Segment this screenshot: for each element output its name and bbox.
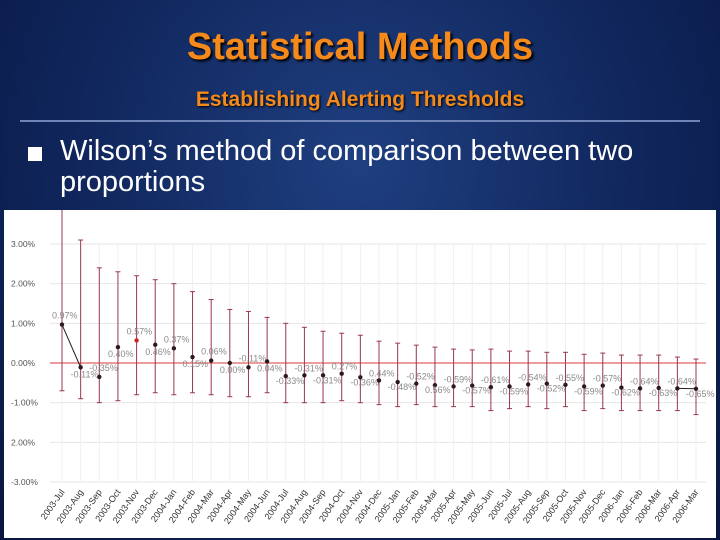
data-point xyxy=(78,365,83,370)
y-tick-label: 2.00% xyxy=(11,279,36,289)
data-label: -0.11% xyxy=(238,353,266,363)
data-label: -0.55% xyxy=(555,373,584,383)
chart-panel: 3.00% 2.00% 1.00% 0.00% -1.00% 2.00% -3.00% 0.9… xyxy=(4,210,716,538)
data-point xyxy=(656,385,661,391)
data-point xyxy=(376,378,382,383)
y-tick-label: 2.00% xyxy=(11,437,36,447)
data-label: -0.63% xyxy=(649,388,678,398)
data-point xyxy=(525,382,531,387)
data-point xyxy=(339,371,344,376)
data-point xyxy=(581,384,587,389)
error-bar-chart: 3.00% 2.00% 1.00% 0.00% -1.00% 2.00% -3.00% 0.9… xyxy=(11,210,715,526)
data-point xyxy=(246,365,251,370)
trend-segment xyxy=(61,324,82,368)
data-label: 0.97% xyxy=(52,311,78,321)
data-point xyxy=(488,384,494,390)
data-label: -0.31% xyxy=(294,363,323,373)
data-point xyxy=(600,383,605,388)
data-label: -0.52% xyxy=(537,384,566,394)
data-label: -0.48% xyxy=(388,382,417,392)
data-point xyxy=(675,386,680,391)
data-point xyxy=(171,346,177,351)
data-label: -0.59% xyxy=(500,386,529,396)
data-label: -0.35% xyxy=(89,363,118,373)
data-label: 0.46% xyxy=(145,347,171,357)
data-point xyxy=(563,382,568,388)
slide-title: Statistical Methods xyxy=(186,26,534,68)
data-point xyxy=(208,358,214,363)
data-label: -0.64% xyxy=(667,376,696,386)
data-point xyxy=(59,322,65,327)
data-label: -0.33% xyxy=(276,376,305,386)
data-point xyxy=(637,386,643,391)
data-point xyxy=(302,373,307,378)
data-label: -0.57% xyxy=(593,374,622,384)
data-label: -0.59% xyxy=(574,386,603,396)
data-point xyxy=(264,359,270,364)
data-label: -0.57% xyxy=(462,386,491,396)
data-point xyxy=(153,342,158,347)
data-label: -0.52% xyxy=(406,372,435,382)
data-point xyxy=(283,373,288,379)
y-tick-label: 0.00% xyxy=(11,358,36,368)
data-point xyxy=(544,381,550,386)
data-label: 0.57% xyxy=(127,326,153,336)
data-point xyxy=(470,383,475,388)
square-bullet-icon xyxy=(28,147,42,161)
y-tick-label: 1.00% xyxy=(11,318,36,328)
data-label: 0.04% xyxy=(257,363,283,373)
data-point xyxy=(395,379,400,385)
data-point xyxy=(227,360,233,366)
data-label: -0.11% xyxy=(71,369,99,379)
data-point xyxy=(320,373,326,378)
data-point xyxy=(414,381,419,386)
data-label: 0.06% xyxy=(201,347,227,357)
data-label: -0.61% xyxy=(481,375,510,385)
data-label: -0.64% xyxy=(630,376,659,386)
data-point xyxy=(693,386,699,391)
y-tick-label: -3.00% xyxy=(11,477,38,487)
data-label: 0.40% xyxy=(108,349,134,359)
data-label: 0.00% xyxy=(220,365,246,375)
data-label: 0.44% xyxy=(369,368,395,378)
data-point xyxy=(619,385,624,390)
data-point xyxy=(451,384,456,389)
y-tick-label: -1.00% xyxy=(11,398,38,408)
data-label: 0.37% xyxy=(164,334,190,344)
data-label: -0.54% xyxy=(518,372,547,382)
data-point xyxy=(358,375,363,380)
data-label: -0.65% xyxy=(686,389,715,399)
data-label: -0.62% xyxy=(611,388,640,398)
data-point xyxy=(97,374,102,380)
data-point xyxy=(190,354,195,360)
data-point xyxy=(507,384,512,389)
title-divider xyxy=(20,120,700,122)
slide-subtitle: Establishing Alerting Thresholds xyxy=(195,88,525,111)
data-point xyxy=(134,338,139,343)
data-point xyxy=(432,383,438,388)
bullet-text: Wilson’s method of comparison between tw… xyxy=(60,135,634,198)
data-label: -0.36% xyxy=(350,377,379,387)
y-tick-label: 3.00% xyxy=(11,239,36,249)
data-label: 0.27% xyxy=(332,362,358,372)
data-label: -0.59% xyxy=(444,374,473,384)
data-point xyxy=(115,344,121,350)
data-label: -0.31% xyxy=(313,375,342,385)
data-label: 0.15% xyxy=(183,359,209,369)
data-label: 0.56% xyxy=(425,385,451,395)
